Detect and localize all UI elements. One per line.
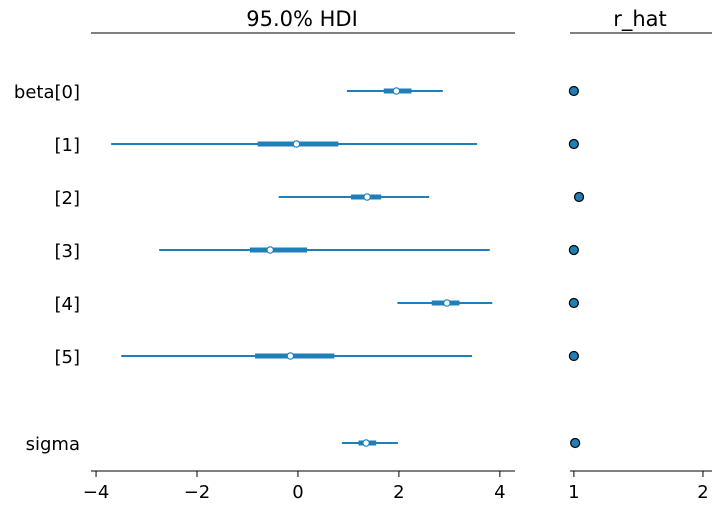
row-label: [3] — [55, 241, 81, 262]
hdi-x-tick-label: 2 — [393, 482, 404, 503]
rhat-point — [570, 437, 581, 449]
rhat-point — [568, 297, 579, 309]
row-label: [4] — [55, 294, 81, 315]
hdi-x-tick-label: −4 — [83, 482, 110, 503]
median-point — [392, 87, 401, 95]
median-point — [443, 299, 451, 307]
rhat-point — [573, 191, 585, 203]
median-point — [292, 140, 301, 148]
rhat-point — [568, 138, 579, 150]
median-point — [286, 352, 295, 360]
row-label: [2] — [55, 188, 81, 209]
row-label: [1] — [55, 135, 81, 156]
median-point — [362, 439, 370, 447]
hdi-panel-title: 95.0% HDI — [246, 7, 358, 31]
hdi-x-tick-label: −2 — [184, 482, 211, 503]
rhat-point — [568, 350, 579, 362]
row-label: beta[0] — [14, 82, 80, 103]
median-point — [266, 246, 274, 254]
rhat-panel-title: r_hat — [613, 7, 667, 32]
rhat-x-tick-label: 2 — [697, 482, 708, 503]
rhat-point — [568, 85, 579, 97]
hdi-x-tick-label: 4 — [494, 482, 505, 503]
median-point — [363, 193, 371, 201]
rhat-point — [568, 244, 579, 256]
row-label: sigma — [26, 434, 80, 455]
row-label: [5] — [55, 347, 81, 368]
rhat-x-tick-label: 1 — [568, 482, 579, 503]
hdi-x-tick-label: 0 — [292, 482, 303, 503]
